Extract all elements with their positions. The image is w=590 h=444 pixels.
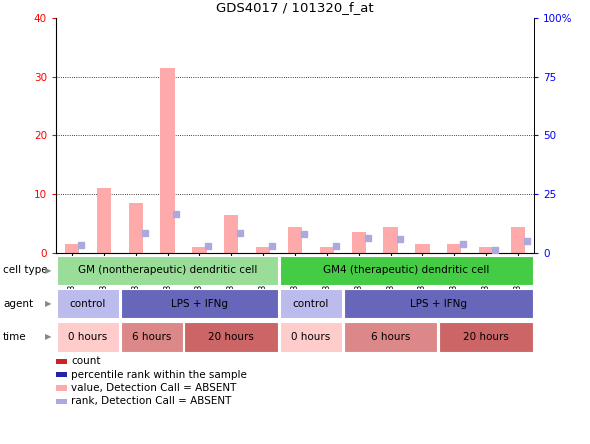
Title: GDS4017 / 101320_f_at: GDS4017 / 101320_f_at xyxy=(216,1,374,14)
Text: 6 hours: 6 hours xyxy=(371,332,410,342)
Bar xyxy=(129,203,143,253)
Bar xyxy=(447,244,461,253)
Text: GM4 (therapeutic) dendritic cell: GM4 (therapeutic) dendritic cell xyxy=(323,266,490,275)
Text: LPS + IFNg: LPS + IFNg xyxy=(171,299,228,309)
Bar xyxy=(185,322,278,352)
Text: control: control xyxy=(293,299,329,309)
Text: 0 hours: 0 hours xyxy=(68,332,107,342)
Bar xyxy=(280,289,342,318)
Bar xyxy=(121,289,278,318)
Text: LPS + IFNg: LPS + IFNg xyxy=(410,299,467,309)
Bar xyxy=(224,215,238,253)
Text: time: time xyxy=(3,332,27,342)
Bar xyxy=(479,247,493,253)
Text: 20 hours: 20 hours xyxy=(208,332,254,342)
Bar xyxy=(280,256,533,285)
Text: rank, Detection Call = ABSENT: rank, Detection Call = ABSENT xyxy=(71,396,232,406)
Text: ▶: ▶ xyxy=(45,299,52,308)
Text: count: count xyxy=(71,357,101,366)
Bar xyxy=(352,233,366,253)
Bar xyxy=(344,289,533,318)
Bar xyxy=(160,68,175,253)
Bar xyxy=(57,289,119,318)
Bar xyxy=(256,247,270,253)
Bar xyxy=(384,226,398,253)
Bar xyxy=(440,322,533,352)
Bar xyxy=(415,244,430,253)
Bar xyxy=(57,256,278,285)
Bar xyxy=(288,226,302,253)
Text: percentile rank within the sample: percentile rank within the sample xyxy=(71,370,247,380)
Bar xyxy=(320,247,334,253)
Text: ▶: ▶ xyxy=(45,266,52,275)
Bar xyxy=(192,247,206,253)
Bar xyxy=(121,322,182,352)
Bar xyxy=(344,322,437,352)
Text: GM (nontherapeutic) dendritic cell: GM (nontherapeutic) dendritic cell xyxy=(78,266,257,275)
Text: 6 hours: 6 hours xyxy=(132,332,171,342)
Bar xyxy=(97,188,111,253)
Bar xyxy=(57,322,119,352)
Bar xyxy=(65,244,79,253)
Text: 0 hours: 0 hours xyxy=(291,332,330,342)
Text: value, Detection Call = ABSENT: value, Detection Call = ABSENT xyxy=(71,383,237,393)
Text: cell type: cell type xyxy=(3,266,48,275)
Text: control: control xyxy=(70,299,106,309)
Bar xyxy=(511,226,525,253)
Text: 20 hours: 20 hours xyxy=(463,332,509,342)
Bar xyxy=(280,322,342,352)
Text: ▶: ▶ xyxy=(45,333,52,341)
Text: agent: agent xyxy=(3,299,33,309)
